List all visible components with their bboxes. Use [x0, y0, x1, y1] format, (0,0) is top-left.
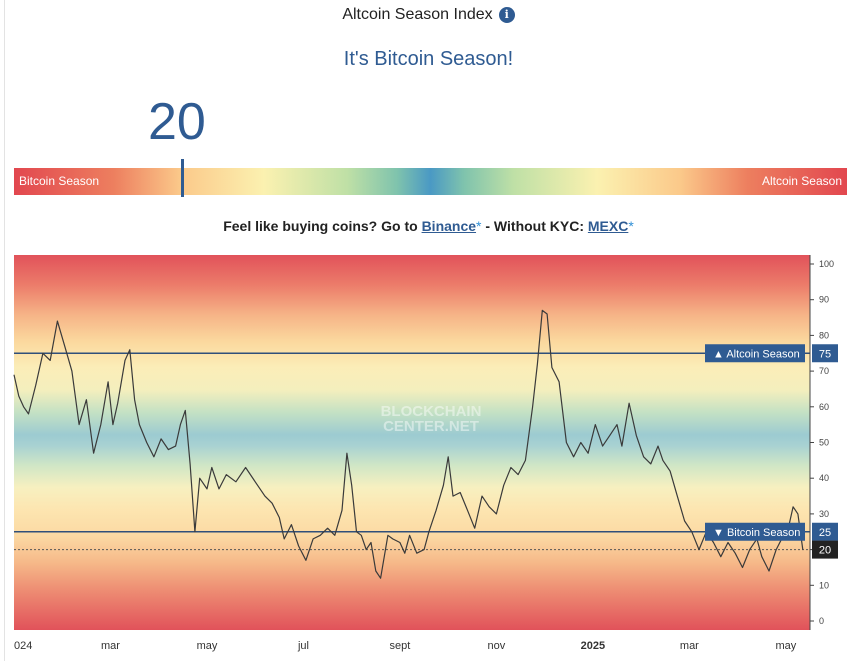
binance-star: * [476, 218, 482, 234]
y-tick-label: 70 [819, 366, 829, 376]
binance-link[interactable]: Binance [421, 218, 477, 234]
x-tick-label: 2025 [581, 640, 605, 652]
watermark-line2: CENTER.NET [383, 418, 479, 435]
season-status: It's Bitcoin Season! [343, 48, 514, 70]
reference-label-box [705, 522, 805, 541]
x-tick-label: may [197, 640, 218, 652]
reference-label-box [705, 344, 805, 363]
index-series-line [13, 309, 804, 579]
promo-middle: - Without KYC: [481, 218, 588, 234]
y-tick-label: 10 [819, 580, 829, 590]
index-value: 20 [148, 93, 206, 151]
x-tick-label: mar [101, 640, 120, 652]
mexc-link[interactable]: MEXC [587, 218, 629, 234]
reference-value-box [812, 344, 838, 363]
y-tick-label: 30 [819, 509, 829, 519]
x-tick-label: sept [390, 640, 411, 652]
reference-value-label: 25 [819, 527, 831, 539]
reference-label: ▼ Bitcoin Season [713, 527, 800, 539]
mexc-star: * [628, 218, 634, 234]
gauge-label-altcoin-season: Altcoin Season [761, 174, 842, 188]
page-left-border [4, 0, 5, 661]
page-title: Altcoin Season Index [342, 6, 493, 23]
reference-value-box [812, 522, 838, 541]
promo-text: Feel like buying coins? Go to Binance* -… [0, 218, 857, 234]
promo-prefix: Feel like buying coins? Go to [223, 218, 422, 234]
x-tick-label: 024 [14, 640, 32, 652]
reference-value-label: 75 [819, 348, 831, 360]
gauge-label-bitcoin-season: Bitcoin Season [19, 174, 100, 188]
gauge-marker [181, 159, 184, 197]
current-value-label: 20 [819, 545, 831, 557]
x-tick-label: jul [297, 640, 309, 652]
page-header: Altcoin Season Index i [0, 6, 857, 24]
y-tick-label: 90 [819, 295, 829, 305]
y-tick-label: 100 [819, 259, 834, 269]
x-tick-label: may [775, 640, 796, 652]
y-tick-label: 40 [819, 473, 829, 483]
y-tick-label: 60 [819, 402, 829, 412]
info-icon[interactable]: i [498, 7, 515, 23]
current-value-box [812, 540, 838, 559]
x-tick-label: nov [488, 640, 506, 652]
season-gauge: Bitcoin Season Altcoin Season [14, 168, 847, 195]
x-tick-label: mar [680, 640, 699, 652]
y-tick-label: 50 [819, 438, 829, 448]
y-tick-label: 80 [819, 330, 829, 340]
reference-label: ▲ Altcoin Season [713, 348, 800, 360]
y-tick-label: 0 [819, 616, 824, 626]
watermark-line1: BLOCKCHAIN [381, 403, 482, 420]
